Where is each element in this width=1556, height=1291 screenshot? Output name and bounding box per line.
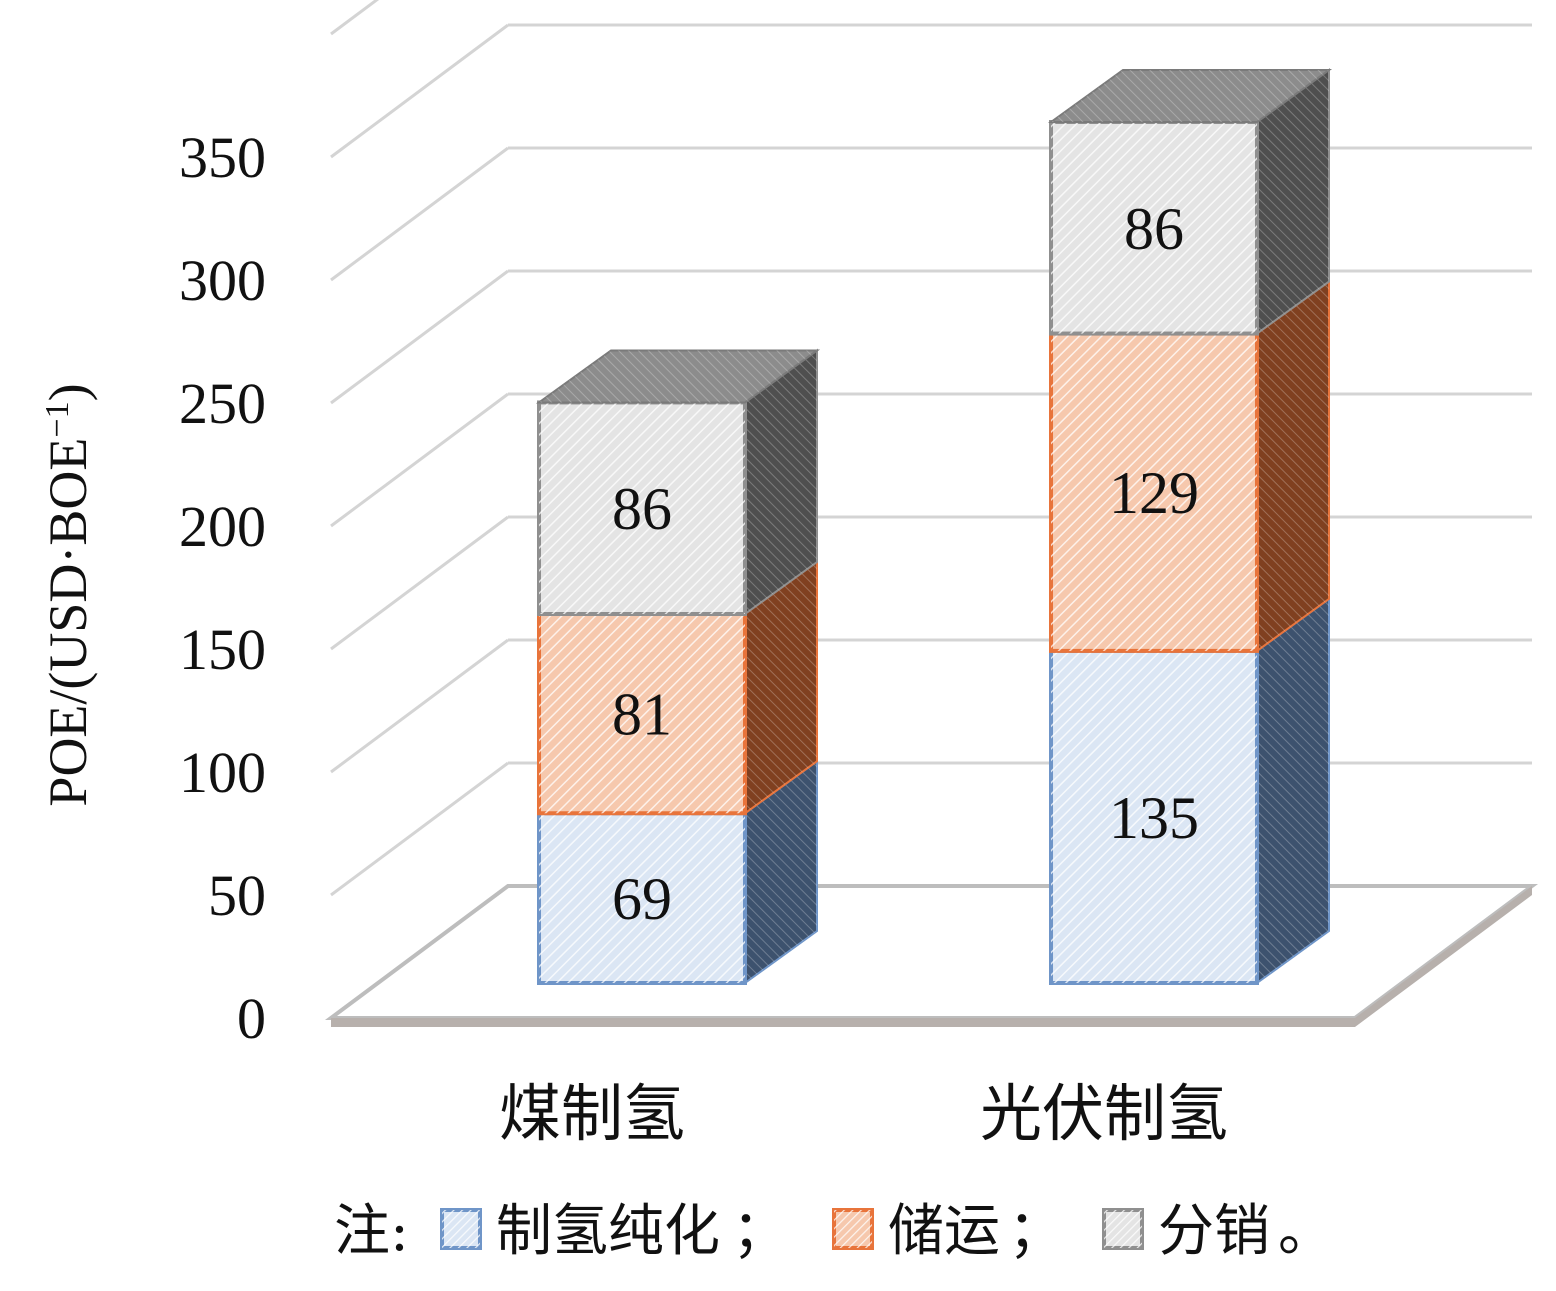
legend: 注: 制氢纯化；储运；分销。 [334,1199,1334,1264]
y-axis-label-superscript: −1 [39,401,76,437]
bar-segment-hatch [539,402,745,614]
bar-segment-side-hatch [745,761,817,983]
legend-separator: ； [1008,1199,1064,1264]
legend-item: 储运； [832,1199,1064,1264]
data-label: 69 [612,866,672,932]
bar-stack: 135 129 86 [1047,68,1333,986]
bar-segment-hatch [1051,333,1257,651]
side-gridline [330,515,509,651]
legend-terminator: 。 [1278,1199,1334,1264]
y-axis-label-close: ) [38,383,98,401]
y-axis-label-group: POE/(USD·BOE−1) [38,383,98,806]
side-gridline [330,392,509,528]
y-tick-label: 100 [179,740,266,805]
side-gridline [330,269,509,405]
floor-top [324,884,1539,1020]
legend-separator: ； [732,1199,788,1264]
legend-prefix: 注: [334,1199,409,1264]
legend-swatch-hatch [1104,1210,1142,1248]
x-category-label: 煤制氢 [499,1077,685,1150]
y-tick-label: 150 [179,617,266,682]
side-gridline [330,638,509,774]
chart-floor [324,884,1539,1027]
bar-segment-side-hatch [745,562,817,814]
legend-swatch-hatch [442,1210,480,1248]
x-axis-categories: 煤制氢 光伏制氢 [499,1077,1228,1150]
y-axis-label: POE/(USD·BOE−1) [38,383,98,806]
bar-segment-side-hatch [1257,70,1329,334]
y-tick-label: 50 [208,863,266,928]
bar-segment-hatch [539,614,745,814]
bar-top-face-hatch [539,350,817,403]
y-axis-ticks: 0 50 100 150 200 250 300 350 [179,125,266,1051]
side-gridline [330,146,509,282]
y-axis-label-main: POE/(USD·BOE [38,438,98,807]
side-gridline [330,0,380,36]
data-label: 86 [1124,196,1184,262]
bars: 69 81 86 135 129 86 [535,68,1333,986]
data-label: 135 [1109,785,1199,851]
side-gridline [330,761,509,897]
bar-segment-side-hatch [1257,281,1329,651]
y-tick-label: 300 [179,248,266,313]
grid-layer [330,0,1532,897]
legend-label: 储运 [888,1199,1000,1264]
floor-side-edge [1355,886,1532,1027]
bar-segment-hatch [1051,650,1257,983]
side-gridline [330,23,509,159]
data-label: 86 [612,476,672,542]
y-tick-label: 200 [179,494,266,559]
y-tick-label: 0 [237,986,266,1051]
data-label: 81 [612,682,672,748]
legend-swatch-hatch [834,1210,872,1248]
data-label: 129 [1109,460,1199,526]
x-category-label: 光伏制氢 [980,1077,1228,1150]
bar-segment-side-hatch [1257,598,1329,983]
y-tick-label: 350 [179,125,266,190]
y-tick-label: 250 [179,371,266,436]
bar-segment-side-hatch [745,350,817,614]
bar-segment-hatch [1051,122,1257,334]
legend-item: 分销。 [1102,1199,1334,1264]
legend-label: 制氢纯化 [496,1199,720,1264]
legend-item: 制氢纯化； [440,1199,788,1264]
legend-label: 分销 [1158,1199,1270,1264]
bar-segment-hatch [539,813,745,983]
floor-front-edge [331,1018,1355,1027]
bar-top-face-hatch [1051,70,1329,122]
bar-stack: 69 81 86 [535,348,821,986]
